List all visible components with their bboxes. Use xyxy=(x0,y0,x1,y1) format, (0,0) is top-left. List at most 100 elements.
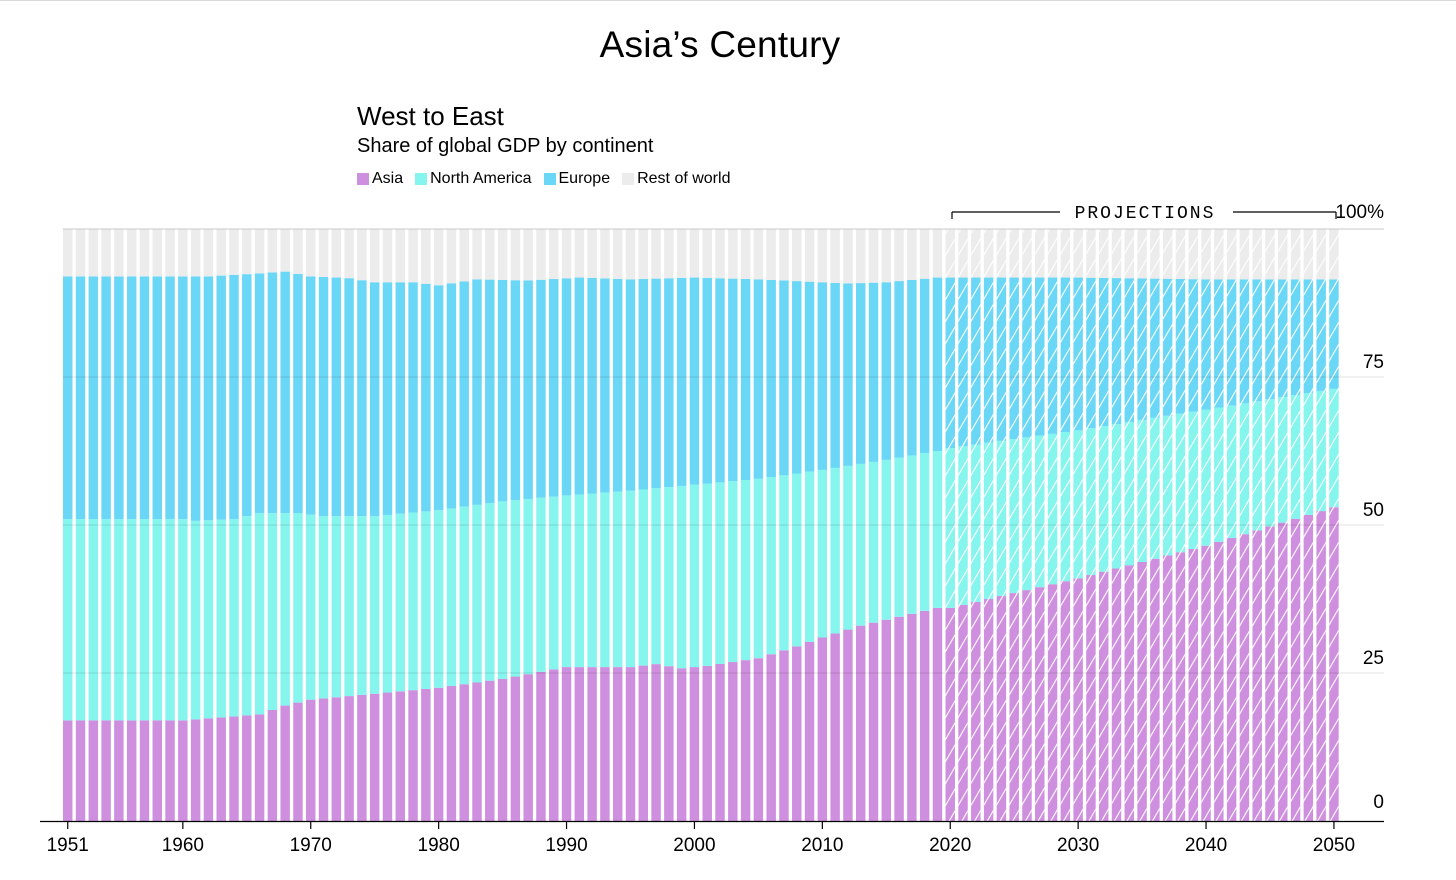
bar-north-america-2010 xyxy=(817,469,828,638)
bar-rest-of-world-1959 xyxy=(165,229,175,277)
bar-rest-of-world-1992 xyxy=(587,229,597,278)
bar-asia-2003 xyxy=(728,662,738,821)
bar-europe-2008 xyxy=(792,281,802,474)
projection-hatch-2035 xyxy=(1137,229,1147,821)
bar-rest-of-world-1964 xyxy=(229,229,239,275)
bar-europe-1952 xyxy=(75,276,86,520)
bar-rest-of-world-2015 xyxy=(881,229,892,283)
bar-europe-1962 xyxy=(203,276,214,521)
bar-asia-1954 xyxy=(101,720,111,821)
bar-rest-of-world-1971 xyxy=(318,229,329,277)
projection-hatch-2031 xyxy=(1086,229,1096,821)
bar-north-america-1967 xyxy=(267,513,278,710)
bar-europe-2017 xyxy=(907,279,917,456)
bar-north-america-1982 xyxy=(459,506,469,685)
projection-hatch-2048 xyxy=(1303,229,1314,821)
bars-layer xyxy=(63,229,1339,821)
bar-asia-1969 xyxy=(293,702,303,821)
bar-asia-1973 xyxy=(344,696,354,821)
bar-north-america-1953 xyxy=(88,519,99,721)
bar-north-america-2000 xyxy=(689,484,700,668)
projection-hatch-2025 xyxy=(1009,229,1019,821)
bar-rest-of-world-2018 xyxy=(919,229,930,279)
bar-rest-of-world-2017 xyxy=(907,229,917,280)
bar-rest-of-world-2002 xyxy=(715,229,725,279)
bar-europe-1991 xyxy=(574,277,585,495)
bar-north-america-1962 xyxy=(203,520,214,719)
bar-asia-1984 xyxy=(485,680,495,821)
bar-north-america-1998 xyxy=(664,487,674,667)
bar-rest-of-world-2016 xyxy=(894,229,904,282)
bar-europe-1984 xyxy=(485,279,495,504)
projection-hatch-2023 xyxy=(983,229,994,821)
bar-europe-1967 xyxy=(267,272,278,514)
bar-europe-1960 xyxy=(178,276,188,520)
bar-north-america-1978 xyxy=(408,512,418,691)
bar-asia-2012 xyxy=(843,629,853,821)
bar-rest-of-world-2009 xyxy=(804,229,815,282)
bar-north-america-1984 xyxy=(485,503,495,681)
bar-asia-1994 xyxy=(612,667,623,821)
bar-north-america-1992 xyxy=(587,493,597,668)
bar-asia-2017 xyxy=(907,613,917,821)
bar-rest-of-world-1986 xyxy=(510,229,521,281)
bar-north-america-1961 xyxy=(190,520,201,720)
bar-north-america-1971 xyxy=(318,516,329,699)
bar-rest-of-world-2013 xyxy=(855,229,866,284)
y-tick-label-100: 100% xyxy=(1335,202,1384,223)
y-tick-label-0: 0 xyxy=(1373,792,1384,813)
bar-rest-of-world-1960 xyxy=(178,229,188,277)
projection-hatch-2020 xyxy=(945,229,955,821)
top-divider xyxy=(0,0,1456,1)
bar-north-america-1977 xyxy=(395,513,405,692)
bar-rest-of-world-1958 xyxy=(152,229,162,277)
bar-north-america-1989 xyxy=(549,496,559,670)
bar-europe-1965 xyxy=(242,274,252,517)
bar-europe-1979 xyxy=(421,283,431,512)
bar-rest-of-world-1995 xyxy=(625,229,636,280)
bar-asia-2014 xyxy=(868,622,879,821)
bar-rest-of-world-1994 xyxy=(612,229,623,279)
bar-europe-2004 xyxy=(740,278,751,480)
legend-swatch-asia xyxy=(357,173,369,185)
bar-north-america-2007 xyxy=(779,475,789,651)
bar-asia-1975 xyxy=(369,693,380,821)
bar-rest-of-world-2005 xyxy=(753,229,764,280)
bar-rest-of-world-1963 xyxy=(216,229,226,276)
bar-asia-1953 xyxy=(88,720,99,821)
bar-north-america-1954 xyxy=(101,519,111,721)
bar-asia-2015 xyxy=(881,619,892,821)
bar-europe-1972 xyxy=(331,277,342,517)
bar-asia-2013 xyxy=(855,625,866,821)
bar-north-america-1976 xyxy=(382,514,393,693)
chart-subtitle: Share of global GDP by continent xyxy=(357,135,654,157)
bar-europe-2014 xyxy=(868,282,879,462)
bar-asia-2007 xyxy=(779,650,789,821)
bar-north-america-1956 xyxy=(126,519,137,721)
bar-europe-1981 xyxy=(446,283,457,509)
bar-asia-1992 xyxy=(587,667,597,821)
bar-rest-of-world-1954 xyxy=(101,229,111,277)
x-tick-label-2040: 2040 xyxy=(1185,835,1227,856)
bar-europe-1955 xyxy=(114,276,124,520)
bar-north-america-1958 xyxy=(152,519,162,721)
bar-asia-2010 xyxy=(817,637,828,821)
projections-label: PROJECTIONS xyxy=(1075,204,1216,224)
bar-north-america-1979 xyxy=(421,511,431,689)
bar-europe-1989 xyxy=(549,279,559,497)
x-tick-label-2050: 2050 xyxy=(1313,835,1355,856)
bar-asia-1995 xyxy=(625,667,636,821)
bar-europe-1969 xyxy=(293,273,303,514)
bar-asia-1960 xyxy=(178,720,188,821)
bar-asia-1976 xyxy=(382,692,393,821)
bar-europe-1994 xyxy=(612,278,623,492)
bar-rest-of-world-1997 xyxy=(651,229,661,279)
bar-north-america-1996 xyxy=(638,489,649,666)
x-tick-label-1951: 1951 xyxy=(47,835,89,856)
bar-rest-of-world-2012 xyxy=(843,229,853,284)
bar-north-america-1981 xyxy=(446,508,457,687)
bar-rest-of-world-1976 xyxy=(382,229,393,283)
bar-europe-1996 xyxy=(638,278,649,490)
bar-north-america-1975 xyxy=(369,516,380,694)
legend-item-north-america: North America xyxy=(415,170,532,188)
